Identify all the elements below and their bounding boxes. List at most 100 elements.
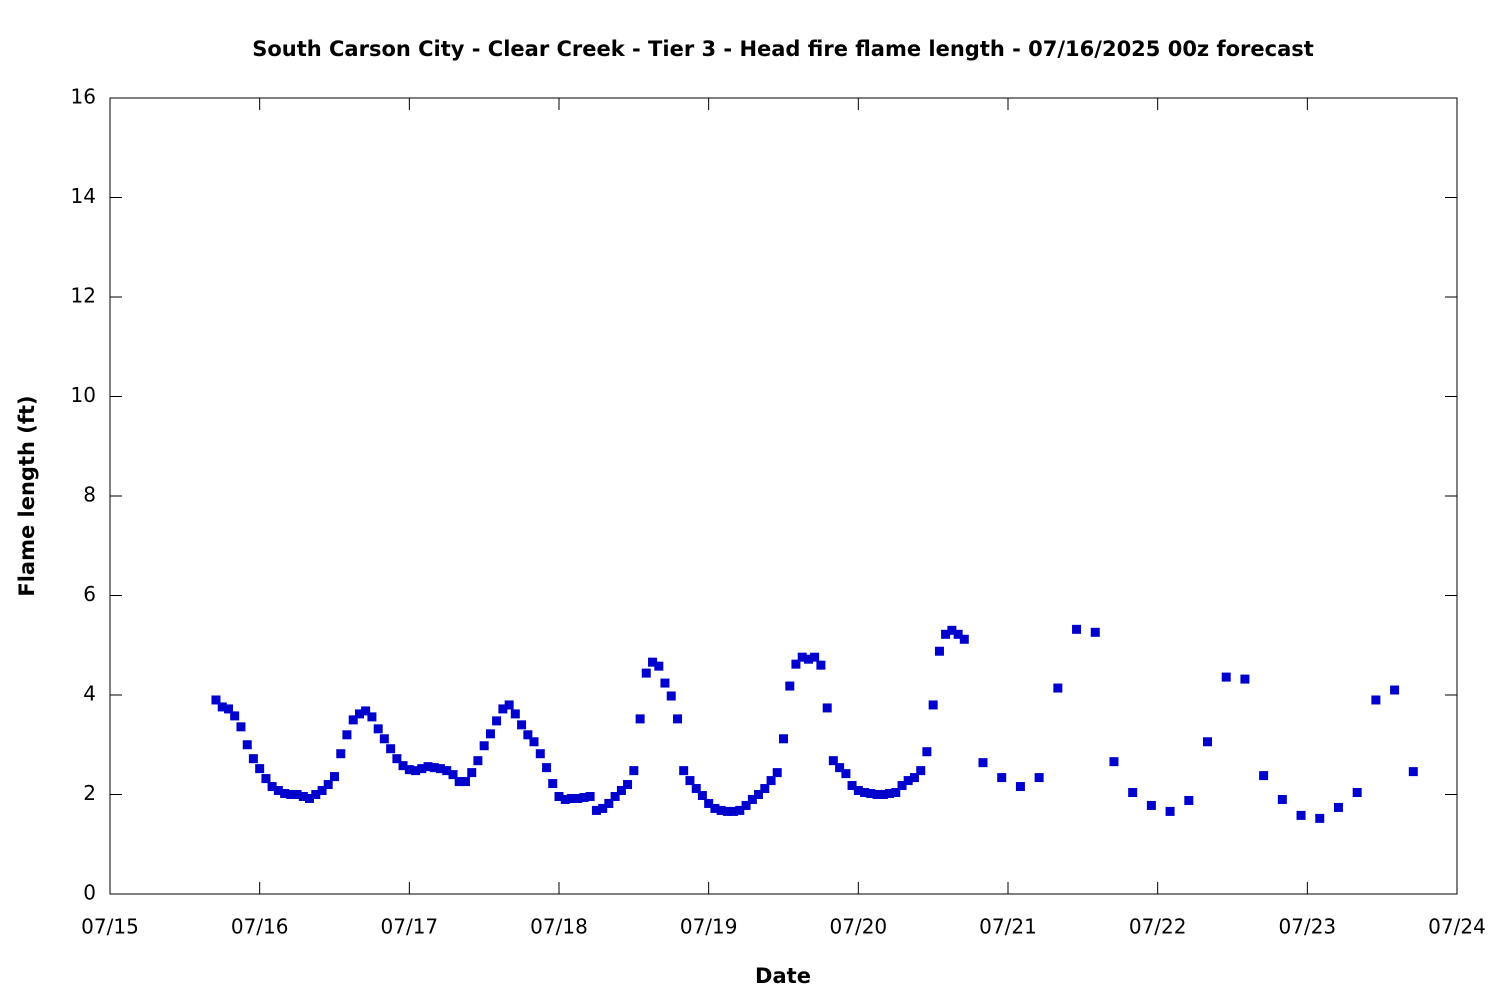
point — [354, 709, 364, 719]
point — [791, 659, 801, 669]
point — [330, 772, 339, 782]
point — [529, 737, 539, 747]
point — [323, 780, 333, 790]
point — [523, 730, 533, 740]
y-tick-label: 0 — [83, 881, 96, 905]
point — [255, 764, 265, 774]
point — [635, 714, 645, 724]
point — [348, 715, 358, 725]
point — [435, 764, 445, 774]
point — [230, 711, 240, 721]
point — [835, 763, 845, 773]
point — [248, 754, 258, 764]
y-tick-label: 6 — [83, 582, 96, 606]
point — [604, 798, 614, 808]
point — [822, 703, 832, 713]
point — [504, 700, 514, 710]
point — [941, 629, 951, 639]
point — [1296, 810, 1306, 820]
plot-frame — [109, 97, 1458, 895]
point — [1034, 773, 1044, 783]
point — [891, 788, 901, 798]
point — [292, 790, 302, 799]
x-tick-label: 07/20 — [830, 915, 888, 939]
point — [1128, 788, 1138, 798]
point — [697, 790, 707, 800]
point — [485, 729, 495, 739]
point — [573, 793, 583, 803]
x-axis-label: Date — [755, 964, 811, 988]
point — [1053, 683, 1063, 693]
point — [909, 773, 919, 783]
point — [1315, 813, 1325, 823]
point — [311, 790, 321, 799]
point — [884, 789, 894, 799]
point — [286, 790, 296, 799]
point — [305, 793, 315, 803]
point — [417, 764, 427, 774]
point — [1333, 802, 1343, 812]
point — [448, 770, 458, 780]
x-tick-label: 07/22 — [1129, 915, 1187, 939]
y-tick-label: 4 — [83, 682, 96, 706]
point — [367, 712, 377, 722]
point — [797, 652, 807, 662]
point — [1352, 788, 1362, 798]
point — [779, 734, 788, 744]
point — [379, 734, 389, 744]
point — [267, 782, 277, 792]
point — [261, 774, 271, 784]
point — [392, 754, 402, 764]
point — [460, 777, 470, 787]
point — [554, 791, 564, 801]
point — [211, 695, 221, 705]
point — [1277, 794, 1287, 804]
x-tick-label: 07/16 — [231, 915, 289, 939]
point — [916, 766, 926, 776]
x-tick-label: 07/21 — [979, 915, 1037, 939]
point — [1072, 624, 1082, 634]
point — [716, 805, 726, 815]
point — [997, 773, 1007, 783]
point — [841, 769, 851, 779]
chart-title: South Carson City - Clear Creek - Tier 3… — [252, 37, 1314, 61]
x-tick-label: 07/24 — [1428, 915, 1486, 939]
point — [1146, 800, 1156, 810]
point — [498, 704, 508, 714]
point — [691, 784, 701, 794]
point — [934, 646, 944, 656]
point — [897, 781, 907, 791]
point — [398, 761, 408, 771]
point — [560, 794, 570, 804]
point — [1390, 685, 1400, 695]
point — [566, 793, 576, 803]
point — [772, 768, 782, 778]
point — [454, 777, 464, 787]
point — [404, 765, 414, 775]
point — [947, 625, 957, 635]
x-tick-label: 07/17 — [381, 915, 439, 939]
point — [729, 806, 739, 816]
point — [361, 706, 371, 716]
point — [629, 766, 639, 776]
point — [872, 790, 882, 799]
point — [492, 716, 502, 726]
point — [1259, 771, 1269, 781]
point — [1015, 782, 1025, 792]
point — [928, 700, 938, 710]
point — [860, 788, 870, 798]
point — [467, 768, 477, 778]
point — [666, 691, 676, 701]
point — [710, 803, 720, 813]
point — [922, 747, 932, 757]
point — [978, 758, 988, 768]
point — [510, 709, 520, 719]
point — [766, 776, 776, 786]
point — [598, 803, 608, 813]
point — [473, 756, 483, 766]
point — [623, 780, 633, 790]
point — [616, 786, 626, 796]
point — [423, 762, 433, 772]
point — [903, 776, 913, 786]
point — [810, 652, 820, 662]
